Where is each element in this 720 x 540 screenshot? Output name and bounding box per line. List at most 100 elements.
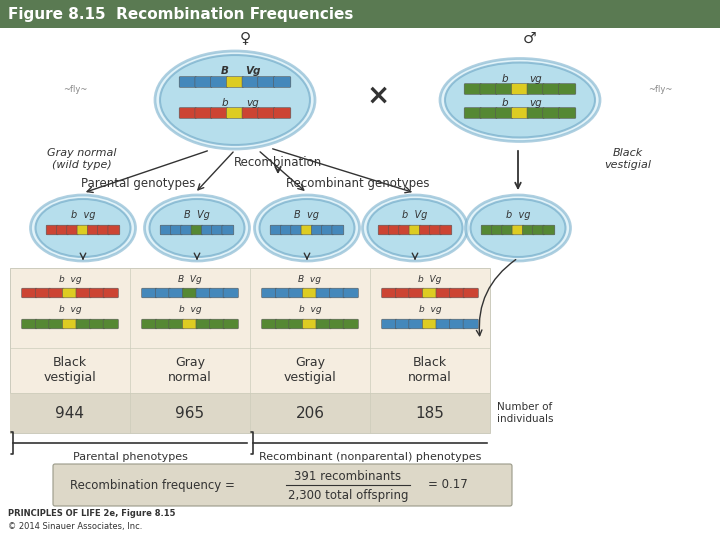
FancyBboxPatch shape	[223, 319, 238, 329]
FancyBboxPatch shape	[169, 319, 184, 329]
FancyBboxPatch shape	[559, 107, 576, 118]
FancyBboxPatch shape	[378, 225, 390, 235]
Text: PRINCIPLES OF LIFE 2e, Figure 8.15: PRINCIPLES OF LIFE 2e, Figure 8.15	[8, 510, 176, 518]
FancyBboxPatch shape	[261, 288, 277, 298]
FancyBboxPatch shape	[53, 464, 512, 506]
FancyBboxPatch shape	[103, 319, 118, 329]
FancyBboxPatch shape	[77, 225, 89, 235]
FancyBboxPatch shape	[289, 319, 304, 329]
FancyBboxPatch shape	[343, 319, 359, 329]
FancyBboxPatch shape	[156, 319, 171, 329]
Text: b  vg: b vg	[59, 306, 81, 314]
FancyBboxPatch shape	[87, 225, 99, 235]
FancyBboxPatch shape	[291, 225, 302, 235]
Text: b: b	[222, 98, 228, 108]
FancyBboxPatch shape	[182, 319, 197, 329]
FancyBboxPatch shape	[22, 288, 37, 298]
FancyBboxPatch shape	[436, 288, 451, 298]
FancyBboxPatch shape	[511, 107, 528, 118]
Text: vg: vg	[247, 98, 259, 108]
Ellipse shape	[466, 195, 570, 261]
FancyBboxPatch shape	[196, 288, 211, 298]
FancyBboxPatch shape	[399, 225, 410, 235]
Text: Vg: Vg	[246, 66, 261, 76]
FancyBboxPatch shape	[495, 84, 513, 94]
FancyBboxPatch shape	[330, 319, 345, 329]
FancyBboxPatch shape	[258, 107, 275, 118]
Text: Black
vestigial: Black vestigial	[605, 148, 652, 170]
Text: Black
normal: Black normal	[408, 356, 452, 384]
FancyBboxPatch shape	[179, 77, 197, 87]
Ellipse shape	[259, 199, 354, 257]
FancyBboxPatch shape	[330, 288, 345, 298]
Text: ♂: ♂	[523, 30, 537, 45]
Text: Parental phenotypes: Parental phenotypes	[73, 452, 187, 462]
Text: b: b	[502, 74, 508, 84]
FancyBboxPatch shape	[316, 288, 331, 298]
Bar	[10, 268, 490, 433]
FancyBboxPatch shape	[512, 225, 524, 235]
Text: B: B	[221, 66, 229, 76]
FancyBboxPatch shape	[492, 225, 503, 235]
FancyBboxPatch shape	[274, 107, 291, 118]
FancyBboxPatch shape	[464, 107, 482, 118]
FancyBboxPatch shape	[169, 288, 184, 298]
Text: Recombination frequency =: Recombination frequency =	[70, 478, 235, 491]
FancyBboxPatch shape	[440, 225, 452, 235]
FancyBboxPatch shape	[76, 319, 91, 329]
FancyBboxPatch shape	[395, 319, 410, 329]
Text: Recombinant (nonparental) phenotypes: Recombinant (nonparental) phenotypes	[258, 452, 481, 462]
FancyBboxPatch shape	[46, 225, 58, 235]
Text: = 0.17: = 0.17	[428, 478, 468, 491]
FancyBboxPatch shape	[502, 225, 513, 235]
FancyBboxPatch shape	[223, 288, 238, 298]
FancyBboxPatch shape	[527, 107, 544, 118]
FancyBboxPatch shape	[211, 107, 228, 118]
FancyBboxPatch shape	[533, 225, 544, 235]
FancyBboxPatch shape	[527, 84, 544, 94]
FancyBboxPatch shape	[160, 225, 172, 235]
FancyBboxPatch shape	[343, 288, 359, 298]
Text: b  Vg: b Vg	[402, 210, 428, 220]
FancyBboxPatch shape	[464, 84, 482, 94]
Ellipse shape	[445, 63, 595, 138]
FancyBboxPatch shape	[222, 225, 234, 235]
FancyBboxPatch shape	[76, 288, 91, 298]
FancyBboxPatch shape	[423, 319, 438, 329]
FancyBboxPatch shape	[67, 225, 78, 235]
FancyBboxPatch shape	[302, 319, 318, 329]
FancyBboxPatch shape	[226, 107, 243, 118]
Text: b  Vg: b Vg	[418, 275, 441, 285]
FancyBboxPatch shape	[171, 225, 182, 235]
FancyBboxPatch shape	[281, 225, 292, 235]
FancyBboxPatch shape	[430, 225, 441, 235]
FancyBboxPatch shape	[409, 288, 424, 298]
Ellipse shape	[35, 199, 130, 257]
FancyBboxPatch shape	[22, 319, 37, 329]
FancyBboxPatch shape	[35, 319, 50, 329]
FancyBboxPatch shape	[419, 225, 431, 235]
Text: 185: 185	[415, 406, 444, 421]
FancyBboxPatch shape	[389, 225, 400, 235]
Text: vg: vg	[530, 98, 542, 108]
Text: © 2014 Sinauer Associates, Inc.: © 2014 Sinauer Associates, Inc.	[8, 522, 143, 530]
FancyBboxPatch shape	[274, 77, 291, 87]
FancyBboxPatch shape	[142, 319, 157, 329]
Text: vg: vg	[530, 74, 542, 84]
Ellipse shape	[440, 58, 600, 141]
Text: b  vg: b vg	[179, 306, 202, 314]
FancyBboxPatch shape	[179, 107, 197, 118]
FancyBboxPatch shape	[270, 225, 282, 235]
FancyBboxPatch shape	[275, 319, 290, 329]
FancyBboxPatch shape	[449, 288, 464, 298]
FancyBboxPatch shape	[382, 288, 397, 298]
FancyBboxPatch shape	[409, 225, 421, 235]
FancyBboxPatch shape	[98, 225, 109, 235]
FancyBboxPatch shape	[196, 319, 211, 329]
FancyBboxPatch shape	[258, 77, 275, 87]
FancyBboxPatch shape	[195, 107, 212, 118]
FancyBboxPatch shape	[543, 84, 560, 94]
FancyBboxPatch shape	[301, 225, 313, 235]
Text: Recombination: Recombination	[234, 157, 322, 170]
Bar	[10, 393, 490, 433]
